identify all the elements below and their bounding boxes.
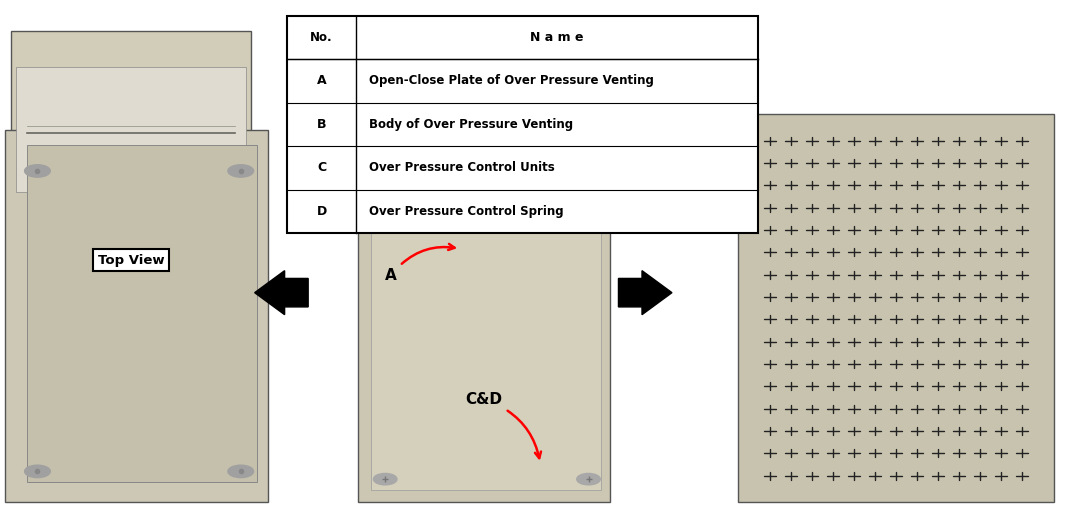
Circle shape xyxy=(25,165,50,177)
Circle shape xyxy=(25,465,50,478)
Circle shape xyxy=(373,139,397,151)
Circle shape xyxy=(577,139,600,151)
Text: A: A xyxy=(385,244,455,283)
Text: Open-Close Plate of Over Pressure Venting: Open-Close Plate of Over Pressure Ventin… xyxy=(369,74,654,88)
Text: B: B xyxy=(369,92,394,120)
Circle shape xyxy=(373,473,397,485)
Circle shape xyxy=(228,465,254,478)
FancyArrow shape xyxy=(618,270,672,314)
Bar xyxy=(287,16,758,233)
Circle shape xyxy=(577,473,600,485)
Bar xyxy=(371,122,601,490)
Bar xyxy=(27,145,257,482)
Text: C: C xyxy=(317,161,326,175)
Bar xyxy=(738,114,1054,502)
FancyArrow shape xyxy=(255,270,308,314)
Text: N a m e: N a m e xyxy=(531,31,584,44)
Text: D: D xyxy=(317,205,326,218)
Text: B: B xyxy=(317,118,326,131)
Bar xyxy=(11,31,251,228)
Bar xyxy=(16,66,246,193)
Circle shape xyxy=(228,165,254,177)
Text: Body of Over Pressure Venting: Body of Over Pressure Venting xyxy=(369,118,574,131)
Text: Over Pressure Control Units: Over Pressure Control Units xyxy=(369,161,555,175)
Bar xyxy=(358,114,610,502)
Text: Over Pressure Control Spring: Over Pressure Control Spring xyxy=(369,205,564,218)
Bar xyxy=(5,130,268,502)
Text: No.: No. xyxy=(310,31,333,44)
Text: A: A xyxy=(317,74,326,88)
Text: Top View: Top View xyxy=(97,254,165,267)
Text: C&D: C&D xyxy=(465,392,541,458)
